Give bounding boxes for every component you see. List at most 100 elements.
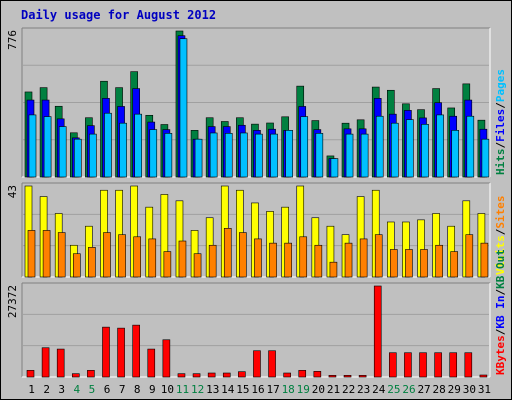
- panel-1-legend-item: /: [494, 142, 507, 149]
- panel-3-bar-kbytes: [313, 371, 322, 378]
- panel-2-bar-sites: [254, 238, 262, 278]
- panel-2-bar-sites: [72, 253, 81, 278]
- panel-1-bar-pages: [466, 115, 475, 178]
- panel-3-bar-kbytes: [56, 348, 65, 378]
- x-tick-label: 14: [221, 383, 235, 396]
- panel-2-legend-item: Visits: [494, 235, 507, 275]
- panel-2-bar-sites: [390, 249, 398, 278]
- panel-2-bar-sites: [284, 242, 292, 278]
- panel-3-bar-kbytes: [343, 375, 352, 378]
- panel-2-legend: Visits/Sites: [494, 196, 507, 276]
- x-tick-label: 13: [206, 383, 219, 396]
- panel-1-bar-pages: [315, 133, 324, 178]
- panel-3-bar-kbytes: [268, 350, 276, 378]
- x-tick-label: 28: [433, 383, 446, 396]
- panel-3-bar-kbytes: [358, 375, 367, 378]
- panel-3-bar-kbytes: [222, 372, 231, 378]
- x-tick-label: 1: [28, 383, 35, 396]
- x-tick-label: 23: [357, 383, 370, 396]
- x-tick-label: 10: [161, 383, 174, 396]
- panel-1-bar-pages: [285, 130, 293, 178]
- panel-1-bar-pages: [406, 119, 414, 178]
- x-tick-label: 8: [134, 383, 141, 396]
- panel-3-bar-kbytes: [207, 372, 216, 378]
- panel-2-bar-sites: [103, 232, 111, 278]
- panel-3-bar-kbytes: [298, 370, 307, 378]
- panel-3-legend-item: KB Out: [494, 249, 507, 289]
- panel-3-bar-kbytes: [162, 339, 171, 378]
- x-tick-label: 11: [176, 383, 189, 396]
- x-tick-label: 7: [119, 383, 126, 396]
- panel-2-bar-sites: [314, 244, 323, 278]
- panel-1-legend-item: /: [494, 102, 507, 109]
- panel-1-bar-pages: [330, 158, 339, 178]
- panel-3-bar-kbytes: [434, 352, 442, 378]
- panel-1-legend: Hits/Files/Pages: [494, 69, 507, 175]
- panel-3-bar-kbytes: [147, 348, 156, 378]
- panel-2-bar-sites: [118, 234, 126, 278]
- x-tick-label: 2: [43, 383, 50, 396]
- panel-2-bar-sites: [329, 261, 338, 278]
- x-tick-label: 22: [342, 383, 355, 396]
- panel-1-bar-pages: [240, 132, 248, 178]
- x-tick-label: 30: [463, 383, 476, 396]
- panel-3-legend-item: /: [494, 328, 507, 335]
- panel-2-bar-sites: [344, 242, 353, 278]
- x-tick-label: 4: [74, 383, 81, 396]
- x-tick-label: 21: [327, 383, 340, 396]
- panel-3-bar-kbytes: [419, 352, 427, 378]
- panel-3-bar-kbytes: [117, 327, 125, 378]
- panel-1-bar-pages: [391, 122, 399, 178]
- panel-3-bar-kbytes: [479, 374, 488, 378]
- panel-3-ymax-label: 27372: [6, 285, 19, 318]
- panel-1-bar-pages: [73, 138, 82, 178]
- panel-3-bar-kbytes: [102, 326, 110, 378]
- panel-1-bar-pages: [179, 38, 188, 178]
- panel-2-bar-sites: [42, 230, 51, 278]
- panel-3-legend-item: KBytes: [494, 335, 507, 375]
- panel-1-bar-pages: [270, 133, 278, 178]
- x-tick-label: 3: [58, 383, 65, 396]
- panel-3-bar-kbytes: [404, 352, 412, 378]
- panel-2-bar-sites: [420, 249, 428, 278]
- panel-1-bar-pages: [164, 133, 173, 178]
- panel-1-bar-pages: [436, 114, 444, 178]
- panel-1-bar-pages: [345, 133, 354, 178]
- panel-1-bar-pages: [43, 116, 52, 178]
- x-tick-label: 20: [312, 383, 325, 396]
- panel-2-bar-sites: [465, 234, 474, 278]
- panel-3-bar-kbytes: [328, 375, 337, 378]
- panel-2-bar-sites: [88, 247, 96, 278]
- panel-1-bar-pages: [104, 112, 112, 178]
- panel-3-legend: KBytes/KB In/KB Out: [494, 249, 507, 375]
- panel-1-bar-pages: [194, 138, 203, 178]
- panel-2-ymax-label: 43: [6, 185, 19, 198]
- panel-1-bar-pages: [360, 133, 369, 178]
- panel-1-bar-pages: [451, 130, 460, 178]
- panel-1-bar-pages: [481, 138, 490, 178]
- panel-1-bar-pages: [119, 122, 127, 178]
- panel-3-bar-kbytes: [26, 370, 35, 378]
- x-tick-label: 5: [89, 383, 96, 396]
- panel-2-bar-sites: [148, 238, 157, 278]
- panel-1-bar-pages: [300, 116, 309, 178]
- panel-3-bar-kbytes: [389, 352, 397, 378]
- panel-2-bar-sites: [269, 242, 277, 278]
- panel-1-ymax-label: 776: [6, 30, 19, 50]
- panel-3-bar-kbytes: [41, 347, 50, 378]
- panel-1-bar-pages: [421, 124, 429, 178]
- panel-3-bar-kbytes: [71, 373, 80, 378]
- panel-3-legend-item: /: [494, 289, 507, 296]
- x-tick-label: 27: [417, 383, 430, 396]
- panel-1-bar-pages: [134, 113, 142, 178]
- panel-2-bar-sites: [480, 242, 489, 278]
- panel-3-bar-kbytes: [238, 371, 246, 378]
- panel-2-bar-sites: [193, 253, 202, 278]
- x-tick-label: 24: [372, 383, 386, 396]
- x-tick-label: 29: [448, 383, 461, 396]
- panel-2-bar-sites: [374, 234, 383, 278]
- panel-2-legend-item: /: [494, 228, 507, 235]
- panel-2-bar-sites: [27, 230, 36, 278]
